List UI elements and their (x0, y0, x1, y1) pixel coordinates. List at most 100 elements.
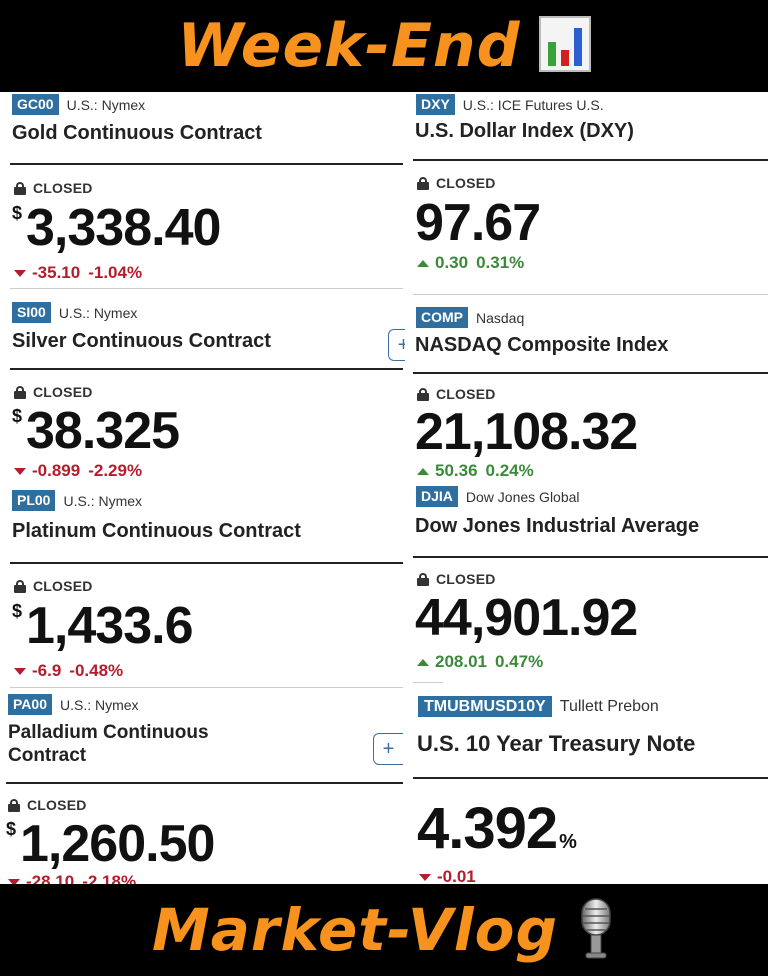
market-status: CLOSED (14, 384, 93, 400)
lock-icon (8, 798, 20, 812)
quote-header: PL00 U.S.: Nymex (12, 490, 142, 511)
price-value: 4.392 (417, 796, 558, 861)
instrument-name[interactable]: U.S. 10 Year Treasury Note (417, 731, 696, 756)
change-percent: 0.47% (495, 652, 544, 671)
divider (10, 687, 403, 688)
lock-icon (417, 387, 429, 401)
right-quotes-panel: DXY U.S.: ICE Futures U.S. U.S. Dollar I… (405, 92, 768, 884)
exchange-label: U.S.: Nymex (59, 696, 139, 713)
arrow-down-icon (14, 467, 26, 475)
divider (10, 288, 403, 289)
change-value: 50.36 (435, 461, 478, 480)
exchange-label: Nasdaq (476, 309, 525, 326)
ticker-symbol[interactable]: PA00 (8, 694, 52, 715)
change-value: 0.30 (435, 253, 469, 272)
price-value: 44,901.92 (415, 589, 638, 647)
arrow-down-icon (8, 878, 20, 884)
last-price: 97.67 (415, 194, 541, 252)
microphone-icon (576, 897, 616, 964)
price-value: 3,338.40 (26, 199, 221, 257)
currency-symbol: $ (6, 819, 17, 839)
change-value: 208.01 (435, 652, 487, 671)
lock-icon (14, 385, 26, 399)
quote-header: GC00 U.S.: Nymex (12, 94, 145, 115)
price-change: 208.01 0.47% (417, 652, 543, 672)
quote-header: PA00 U.S.: Nymex (8, 694, 139, 715)
instrument-name[interactable]: Gold Continuous Contract (12, 122, 262, 144)
last-price: 21,108.32 (415, 403, 638, 461)
arrow-up-icon (417, 467, 429, 475)
ticker-symbol[interactable]: SI00 (12, 302, 51, 323)
price-value: 1,260.50 (20, 815, 215, 873)
instrument-name[interactable]: Platinum Continuous Contract (12, 520, 301, 542)
arrow-up-icon (417, 658, 429, 666)
market-status: CLOSED (8, 797, 87, 813)
change-percent: -2.18% (82, 872, 137, 884)
price-change: -28.10 -2.18% (8, 872, 136, 884)
ticker-symbol[interactable]: GC00 (12, 94, 59, 115)
price-value: 1,433.6 (26, 597, 193, 655)
divider (413, 556, 768, 558)
change-value: -0.01 (437, 867, 476, 884)
currency-symbol: $ (12, 203, 23, 223)
change-percent: -1.04% (88, 263, 143, 282)
market-status: CLOSED (417, 386, 496, 402)
lock-icon (14, 181, 26, 195)
add-to-watchlist-button[interactable]: + (373, 733, 403, 765)
divider (413, 682, 443, 683)
ticker-symbol[interactable]: DJIA (416, 486, 458, 507)
top-banner-title: Week-End (177, 11, 521, 81)
market-status: CLOSED (417, 175, 496, 191)
status-label: CLOSED (33, 578, 93, 594)
price-change: 0.30 0.31% (417, 253, 524, 273)
instrument-name[interactable]: U.S. Dollar Index (DXY) (415, 120, 634, 142)
quote-header: COMP Nasdaq (416, 307, 524, 328)
price-value: 21,108.32 (415, 403, 638, 461)
instrument-name[interactable]: Dow Jones Industrial Average (415, 515, 700, 537)
divider (413, 372, 768, 374)
status-label: CLOSED (436, 386, 496, 402)
price-change: -0.899 -2.29% (14, 461, 142, 481)
quote-header: SI00 U.S.: Nymex (12, 302, 137, 323)
exchange-label: Dow Jones Global (465, 488, 580, 505)
last-price: 4.392 % (417, 800, 577, 858)
price-change: -0.01 (419, 867, 476, 884)
add-to-watchlist-button[interactable]: + (388, 329, 405, 361)
status-label: CLOSED (436, 571, 496, 587)
instrument-name[interactable]: Palladium Continuous Contract (8, 721, 209, 767)
currency-symbol: $ (12, 601, 23, 621)
last-price: 44,901.92 (415, 589, 638, 647)
plus-icon: + (382, 737, 395, 760)
ticker-symbol[interactable]: PL00 (12, 490, 56, 511)
exchange-label: U.S.: Nymex (58, 304, 138, 321)
ticker-symbol[interactable]: DXY (416, 94, 455, 115)
status-label: CLOSED (27, 797, 87, 813)
quote-header: DXY U.S.: ICE Futures U.S. (416, 94, 604, 115)
last-price: $ 1,260.50 (6, 815, 215, 873)
market-status: CLOSED (417, 571, 496, 587)
change-percent: -0.48% (69, 661, 124, 680)
price-change: 50.36 0.24% (417, 461, 534, 481)
divider (6, 782, 403, 784)
divider (413, 159, 768, 161)
arrow-down-icon (14, 269, 26, 277)
bottom-banner: Market-Vlog (0, 884, 768, 976)
market-status: CLOSED (14, 180, 93, 196)
instrument-name[interactable]: NASDAQ Composite Index (415, 334, 669, 356)
instrument-name-line: Palladium Continuous (8, 722, 209, 743)
lock-icon (14, 579, 26, 593)
instrument-name[interactable]: Silver Continuous Contract (12, 330, 271, 352)
last-price: $ 3,338.40 (12, 199, 221, 257)
price-change: -35.10 -1.04% (14, 263, 142, 283)
currency-symbol: $ (12, 406, 23, 426)
last-price: $ 38.325 (12, 405, 180, 457)
market-status: CLOSED (14, 578, 93, 594)
ticker-symbol[interactable]: TMUBMUSD10Y (418, 696, 552, 717)
last-price: $ 1,433.6 (12, 597, 194, 655)
divider (10, 368, 403, 370)
price-value: 97.67 (415, 194, 541, 252)
change-value: -28.10 (26, 872, 75, 884)
exchange-label: U.S.: ICE Futures U.S. (462, 96, 604, 113)
ticker-symbol[interactable]: COMP (416, 307, 468, 328)
divider (413, 294, 768, 295)
